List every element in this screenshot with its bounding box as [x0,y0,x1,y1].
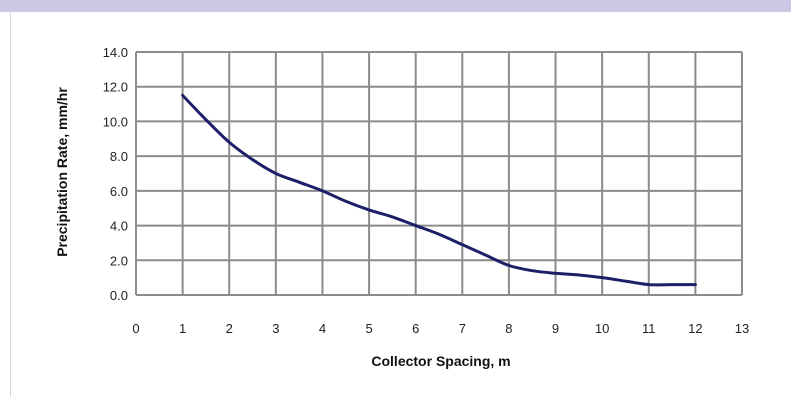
x-tick-label: 2 [226,321,233,336]
x-tick-label: 3 [272,321,279,336]
y-tick-label: 2.0 [110,253,128,268]
x-tick-label: 13 [735,321,749,336]
chart-grid [135,51,743,296]
y-tick-label: 6.0 [110,184,128,199]
top-band [0,0,791,12]
x-tick-label: 8 [505,321,512,336]
y-tick-label: 10.0 [103,114,128,129]
x-tick-label: 7 [459,321,466,336]
x-tick-label: 9 [552,321,559,336]
y-tick-label: 14.0 [103,45,128,60]
y-axis-title: Precipitation Rate, mm/hr [54,87,70,257]
chart-series [181,93,697,287]
y-axis-ticks: 0.0 2.0 4.0 6.0 8.0 10.0 12.0 14.0 [103,45,128,303]
y-tick-label: 12.0 [103,80,128,95]
x-tick-label: 12 [688,321,702,336]
series-line [181,93,697,287]
y-tick-label: 8.0 [110,149,128,164]
y-tick-label: 0.0 [110,288,128,303]
x-axis-ticks: 0 1 2 3 4 5 6 7 8 9 10 11 12 13 [132,321,749,336]
left-rule [10,12,11,397]
x-tick-label: 6 [412,321,419,336]
x-tick-label: 11 [642,321,656,336]
x-tick-label: 0 [132,321,139,336]
x-tick-label: 4 [319,321,326,336]
y-tick-label: 4.0 [110,219,128,234]
x-axis-title: Collector Spacing, m [371,353,510,369]
x-tick-label: 10 [595,321,609,336]
x-tick-label: 1 [179,321,186,336]
x-tick-label: 5 [365,321,372,336]
